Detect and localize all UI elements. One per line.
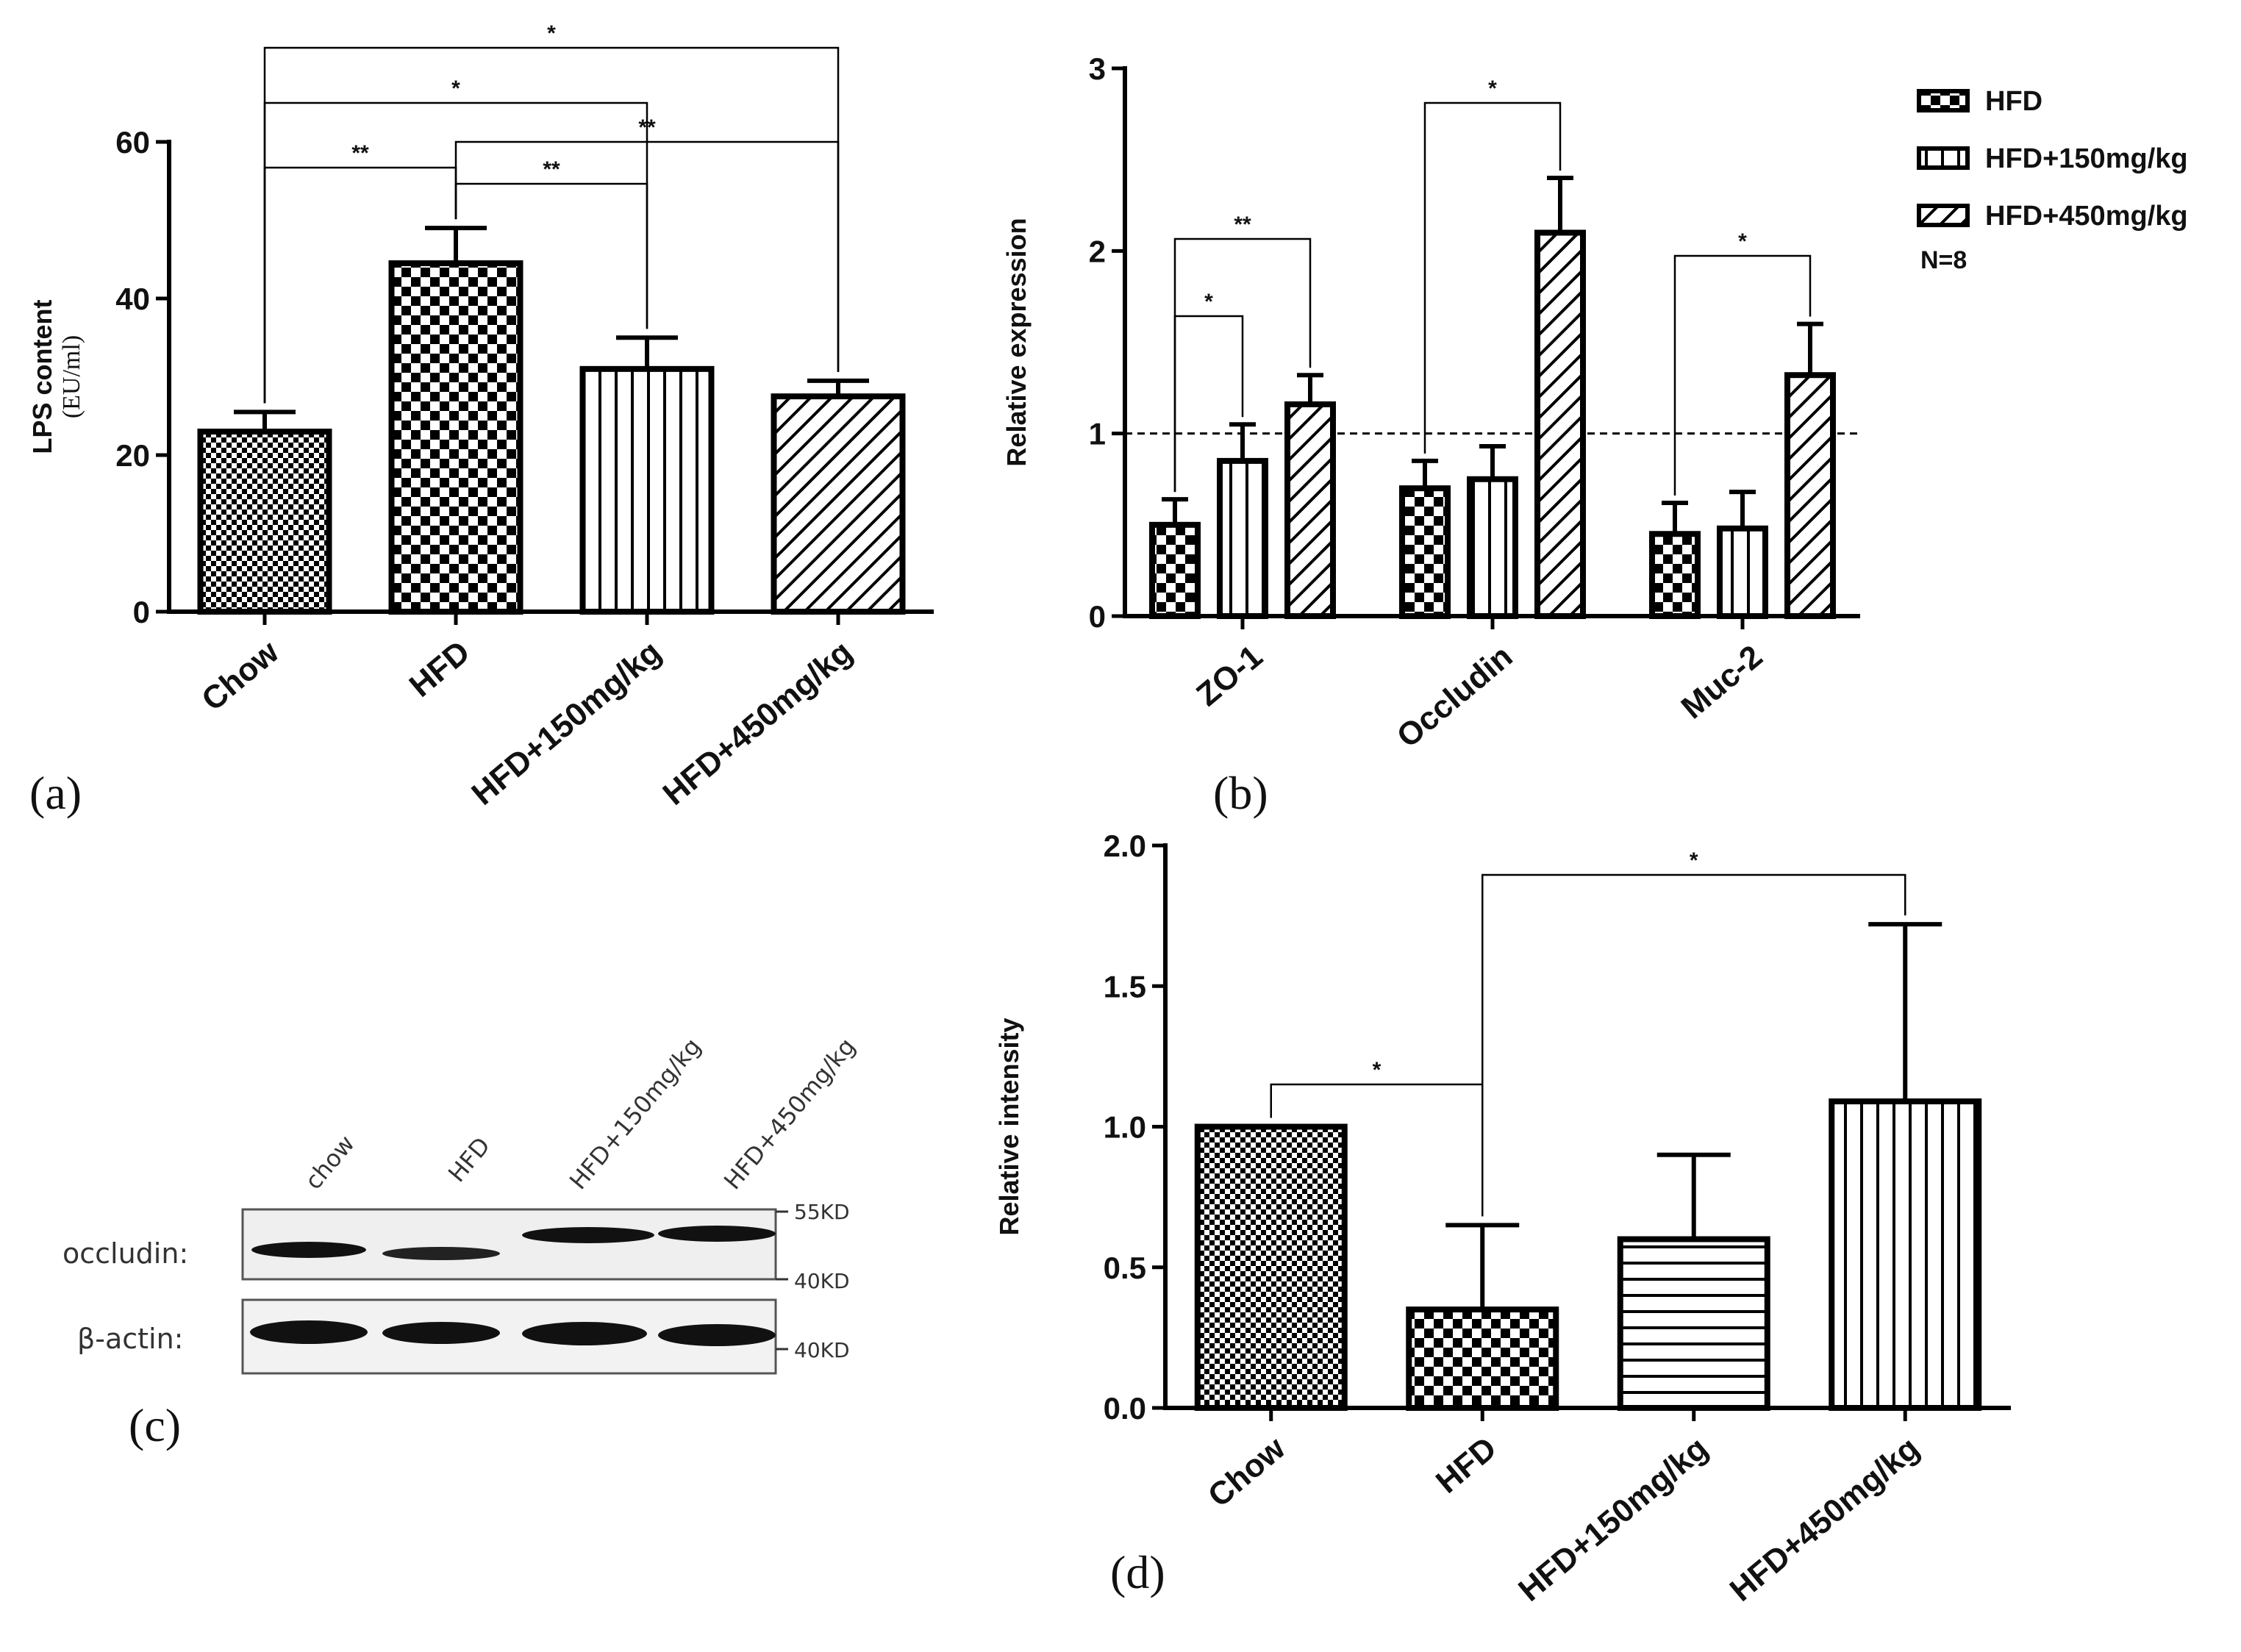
bar-occludin-2 [1534, 229, 1586, 619]
y-tick-label: 0 [1089, 599, 1106, 634]
y-axis-label: Relative expression [1001, 218, 1032, 466]
significance-label: * [451, 76, 460, 101]
y-tick-label: 2 [1089, 234, 1106, 268]
x-tick-label: HFD+450mg/kg [1723, 1430, 1926, 1609]
panel-d-label: (d) [1110, 1546, 1165, 1598]
y-tick-label: 1 [1089, 417, 1106, 451]
bar-hfd-150mg-kg [579, 365, 715, 615]
x-tick-label: Chow [195, 634, 286, 718]
panel-a-label: (a) [29, 767, 82, 819]
blot-band [522, 1322, 647, 1345]
significance-bracket [454, 140, 840, 372]
bar-hfd-450mg-kg [1829, 1098, 1982, 1411]
significance-label: ** [351, 141, 369, 165]
significance-label: * [1373, 1058, 1382, 1082]
significance-label: * [1738, 229, 1747, 254]
blot-band [251, 1242, 366, 1258]
significance-bracket [1423, 101, 1562, 454]
x-tick-label: HFD+450mg/kg [656, 634, 859, 812]
bar-muc-2-0 [1649, 531, 1701, 619]
x-tick-label: Occludin [1390, 638, 1520, 755]
y-tick-label: 0 [133, 595, 150, 629]
y-tick-label: 1.0 [1104, 1110, 1146, 1145]
significance-bracket [263, 46, 840, 404]
y-tick-label: 60 [115, 125, 150, 160]
bar-muc-2-1 [1717, 525, 1768, 619]
bar-occludin-1 [1467, 476, 1518, 619]
legend-swatch [1917, 146, 1970, 170]
blot-band [250, 1320, 368, 1344]
bar-occludin-0 [1399, 485, 1451, 620]
y-tick-label: 3 [1089, 51, 1106, 86]
bar-zo-1-2 [1284, 401, 1336, 620]
bar-zo-1-1 [1217, 457, 1268, 620]
significance-label: * [1488, 76, 1497, 101]
x-tick-label: HFD+150mg/kg [1512, 1430, 1715, 1609]
legend-swatch [1917, 204, 1970, 227]
bar-muc-2-2 [1784, 372, 1836, 619]
blot-band [658, 1324, 776, 1346]
bar-hfd-150mg-kg [1617, 1236, 1770, 1411]
y-tick-label: 2.0 [1104, 829, 1146, 863]
y-axis-label: LPS content [27, 299, 57, 454]
significance-label: ** [543, 157, 560, 182]
bar-chow [1194, 1123, 1348, 1411]
y-axis-label: Relative intensity [994, 1018, 1024, 1235]
y-tick-label: 20 [115, 438, 150, 473]
panel-d-chart: 0.0 0.5 1.0 1.5 2.0 Chow HFD HFD+150mg/kg HFD+45… [994, 829, 2011, 1609]
legend-swatch [1917, 89, 1970, 112]
bar-chow [197, 429, 332, 615]
bar-hfd [1406, 1306, 1559, 1411]
significance-label: * [1690, 848, 1698, 873]
bar-hfd-450mg-kg [771, 393, 906, 615]
significance-bracket [1673, 254, 1812, 496]
blot-band [658, 1226, 776, 1242]
x-tick-label: Chow [1201, 1430, 1293, 1515]
blot-lane-hfd150: HFD+150mg/kg [564, 1033, 707, 1195]
y-tick-label: 0.5 [1104, 1251, 1146, 1285]
y-axis-unit: (EU/ml) [58, 335, 85, 418]
panel-c-label: (c) [129, 1399, 181, 1451]
y-tick-label: 0.0 [1104, 1391, 1146, 1426]
significance-bracket [1482, 873, 1906, 1217]
x-tick-label: HFD+150mg/kg [465, 634, 668, 812]
y-tick-label: 1.5 [1104, 969, 1146, 1004]
legend-note: N=8 [1920, 246, 1967, 274]
blot-row-occludin: occludin: [62, 1237, 188, 1270]
blot-lane-chow: chow [299, 1130, 360, 1195]
y-tick-label: 40 [115, 282, 150, 316]
significance-label: * [1204, 290, 1213, 314]
significance-bracket [1173, 237, 1312, 493]
panel-b-label: (b) [1213, 767, 1268, 819]
blot-band [382, 1247, 500, 1260]
marker-55kd: 55KD [794, 1200, 850, 1224]
bar-hfd [388, 260, 523, 615]
blot-band [522, 1227, 654, 1243]
legend-label: HFD+150mg/kg [1985, 143, 2188, 174]
significance-label: ** [1234, 212, 1251, 237]
blot-lane-hfd450: HFD+450mg/kg [718, 1033, 861, 1195]
western-blot: chow HFD HFD+150mg/kg HFD+450mg/kg occlu… [62, 1033, 861, 1375]
marker-40kd-occludin: 40KD [794, 1269, 850, 1293]
significance-label: * [547, 21, 556, 46]
bar-zo-1-0 [1149, 521, 1201, 619]
significance-label: ** [638, 115, 656, 140]
x-tick-label: Muc-2 [1675, 638, 1770, 726]
x-tick-label: HFD [403, 634, 477, 704]
blot-band [382, 1322, 500, 1344]
legend-label: HFD [1985, 86, 2042, 117]
blot-row-actin: β-actin: [77, 1323, 184, 1355]
x-tick-label: ZO-1 [1190, 638, 1269, 713]
x-tick-label: HFD [1429, 1430, 1504, 1501]
legend-label: HFD+450mg/kg [1985, 201, 2188, 232]
blot-lane-hfd: HFD [443, 1131, 496, 1187]
marker-40kd-actin: 40KD [794, 1338, 850, 1362]
